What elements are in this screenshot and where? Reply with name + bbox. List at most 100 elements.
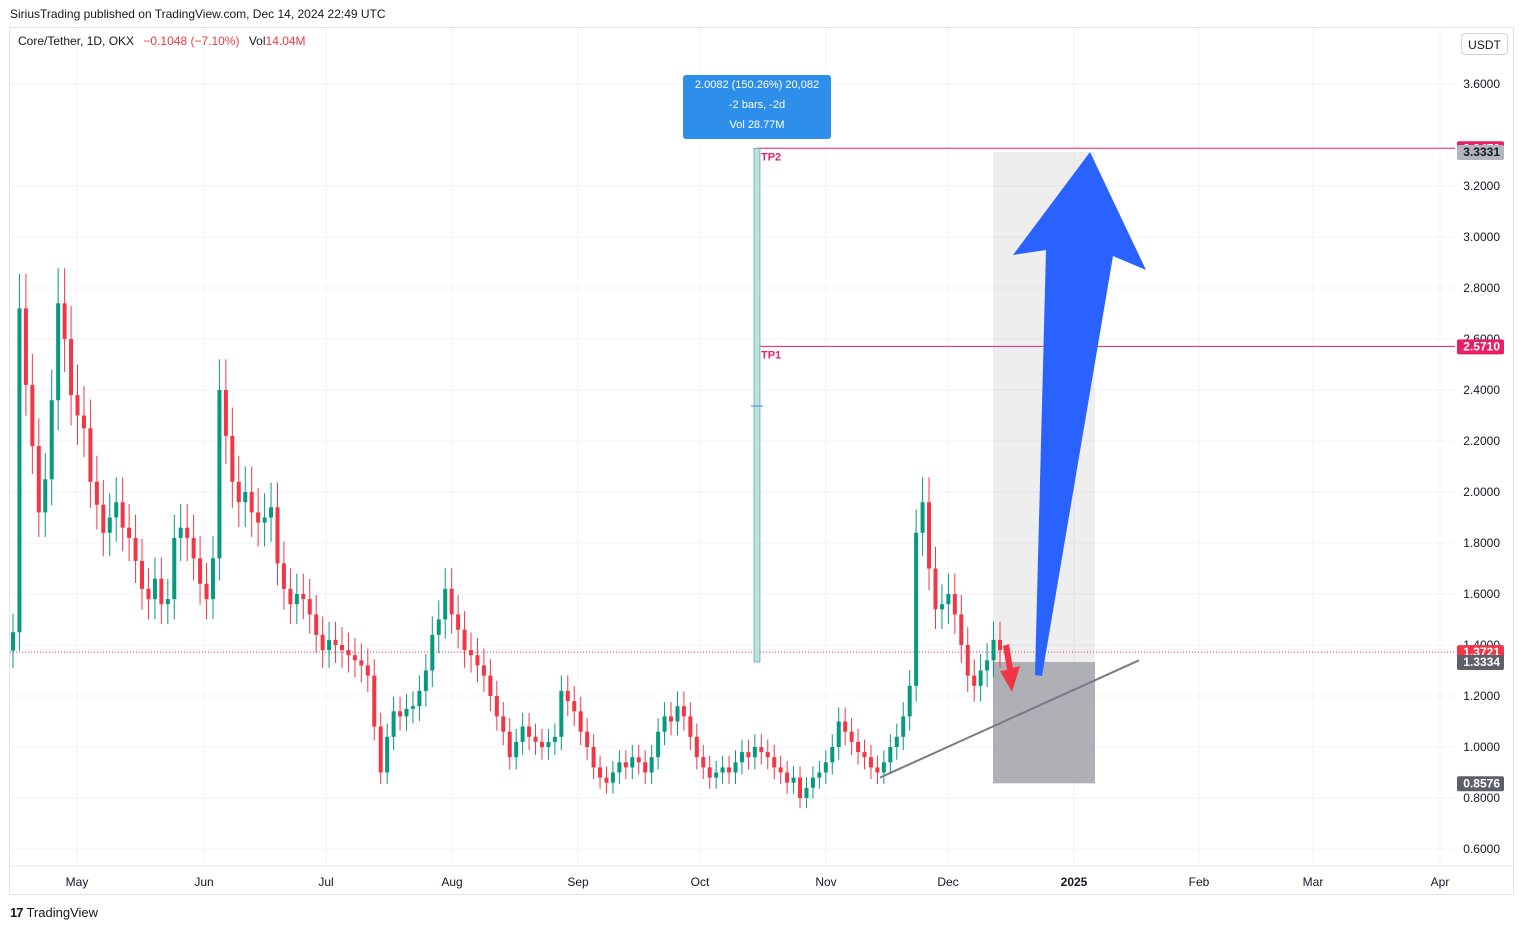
candle-body <box>359 660 364 666</box>
candle-body <box>636 757 641 763</box>
candle-body <box>301 594 306 600</box>
candle-body <box>585 731 590 747</box>
measure-line-2: -2 bars, -2d <box>728 99 786 111</box>
measure-line-1: 2.0082 (150.26%) 20,082 <box>694 79 820 91</box>
candle-body <box>810 777 815 788</box>
candle-body <box>501 716 506 732</box>
candle-body <box>372 675 377 727</box>
candle-body <box>327 639 332 651</box>
x-tick-label: Jul <box>318 875 333 889</box>
candle-body <box>972 675 977 686</box>
candle-body <box>546 741 551 747</box>
candle-body <box>888 747 893 763</box>
candle-body <box>804 787 809 798</box>
volume-value: 14.04M <box>265 34 306 48</box>
y-tick-label: 1.0000 <box>1463 740 1500 754</box>
candle-body <box>236 481 241 503</box>
currency-button[interactable]: USDT <box>1461 33 1508 55</box>
candle-body <box>798 777 803 798</box>
candle-body <box>662 716 667 732</box>
candle-body <box>210 558 215 600</box>
candle-body <box>172 537 177 600</box>
candle-body <box>862 752 867 758</box>
candle-body <box>94 481 99 505</box>
drawings <box>751 147 1146 779</box>
tradingview-logo[interactable]: 17 TradingView <box>10 905 98 920</box>
candle-body <box>352 655 357 661</box>
price-label-entry: 1.3334 <box>1463 655 1500 669</box>
candle-body <box>572 701 577 712</box>
candle-body <box>469 650 474 656</box>
candle-body <box>623 762 628 768</box>
candles <box>11 268 1002 809</box>
candle-body <box>694 736 699 758</box>
y-tick-label: 3.2000 <box>1463 179 1500 193</box>
y-tick-label: 2.4000 <box>1463 383 1500 397</box>
candle-body <box>69 339 74 396</box>
x-tick-label: Mar <box>1303 875 1324 889</box>
candle-body <box>307 599 312 615</box>
x-tick-label: Aug <box>441 875 462 889</box>
candle-body <box>881 762 886 773</box>
price-label-tp1: 2.5710 <box>1463 339 1500 353</box>
candle-body <box>630 757 635 768</box>
candle-body <box>262 517 267 523</box>
candle-body <box>30 384 35 447</box>
candle-body <box>346 650 351 656</box>
y-tick-label: 2.8000 <box>1463 281 1500 295</box>
candle-body <box>436 619 441 635</box>
candle-body <box>365 665 370 676</box>
candle-body <box>707 767 712 778</box>
candle-body <box>817 772 822 778</box>
candle-body <box>675 706 680 722</box>
candle-body <box>185 527 190 538</box>
x-tick-label: Oct <box>691 875 710 889</box>
candle-body <box>36 446 41 513</box>
x-tick-label: Feb <box>1189 875 1210 889</box>
candle-body <box>752 747 757 758</box>
candle-body <box>998 639 1002 651</box>
candle-body <box>991 639 996 661</box>
candle-body <box>591 747 596 768</box>
candle-body <box>152 578 157 600</box>
candle-body <box>759 747 764 753</box>
candle-body <box>101 504 106 533</box>
candle-body <box>849 731 854 742</box>
candle-body <box>965 645 970 676</box>
y-tick-label: 0.6000 <box>1463 842 1500 856</box>
price-label-bg <box>1457 145 1504 161</box>
tradingview-logo-icon: 17 <box>10 905 24 920</box>
candle-body <box>681 706 686 717</box>
tp1-label: TP1 <box>761 349 781 361</box>
candle-body <box>494 696 499 717</box>
candle-body <box>539 741 544 747</box>
price-label-stop: 0.8576 <box>1463 776 1500 790</box>
x-tick-label: Sep <box>567 875 589 889</box>
symbol-legend[interactable]: Core/Tether, 1D, OKX −0.1048 (−7.10%) Vo… <box>18 34 306 48</box>
time-axis: May Jun Jul Aug Sep Oct Nov Dec 2025 Feb Mar Apr <box>10 865 1513 889</box>
candle-body <box>430 634 435 671</box>
candle-body <box>978 670 983 686</box>
candle-body <box>656 731 661 758</box>
candle-body <box>191 537 196 559</box>
candle-body <box>256 512 261 523</box>
price-levels: TP2 TP1 <box>10 147 1455 653</box>
candle-body <box>294 594 299 605</box>
candle-body <box>269 507 274 518</box>
candle-body <box>765 752 770 758</box>
candle-body <box>578 711 583 732</box>
candle-body <box>952 594 957 615</box>
candle-body <box>565 690 570 702</box>
candle-body <box>56 303 61 401</box>
candle-body <box>894 736 899 747</box>
candle-body <box>43 479 48 513</box>
candle-body <box>404 708 409 717</box>
price-label-bg <box>1457 776 1504 792</box>
x-tick-label: 2025 <box>1061 875 1088 889</box>
y-tick-label: 3.6000 <box>1463 77 1500 91</box>
candle-body <box>739 752 744 763</box>
candle-body <box>62 303 67 339</box>
x-tick-label: May <box>66 875 89 889</box>
candle-body <box>649 757 654 773</box>
